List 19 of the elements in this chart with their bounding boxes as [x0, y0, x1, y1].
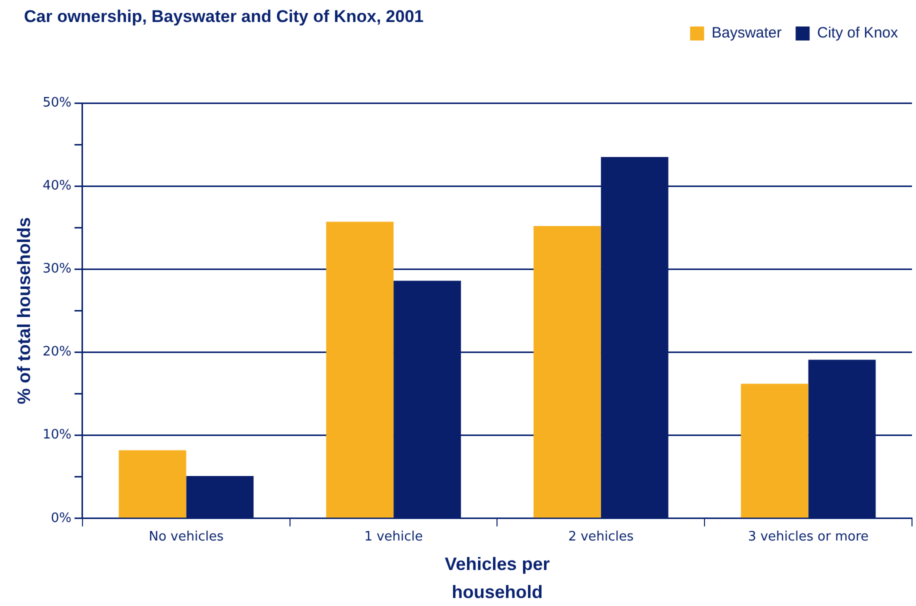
y-tick-label: 30% — [42, 262, 72, 277]
y-tick-label: 40% — [42, 178, 72, 194]
chart-title: Car ownership, Bayswater and City of Knox, 2001 — [24, 6, 425, 28]
x-tick-label: 1 vehicle — [364, 530, 423, 545]
y-tick-label: 10% — [42, 428, 72, 443]
legend-label: Bayswater — [712, 24, 782, 42]
y-tick-label: 50% — [42, 95, 72, 110]
x-tick-label: 2 vehicles — [568, 530, 634, 545]
bar — [534, 226, 601, 518]
bar — [740, 384, 808, 518]
legend-label: City of Knox — [817, 24, 898, 42]
y-tick-label: 20% — [42, 344, 72, 360]
y-axis-title: % of total households — [14, 217, 34, 404]
x-tick-label: 3 vehicles or more — [748, 530, 869, 545]
y-tick-label: 0% — [50, 510, 72, 526]
bar — [118, 450, 186, 518]
x-axis-title: Vehicles per household — [444, 553, 551, 604]
x-tick-label: No vehicles — [148, 530, 224, 545]
bar — [326, 222, 394, 518]
